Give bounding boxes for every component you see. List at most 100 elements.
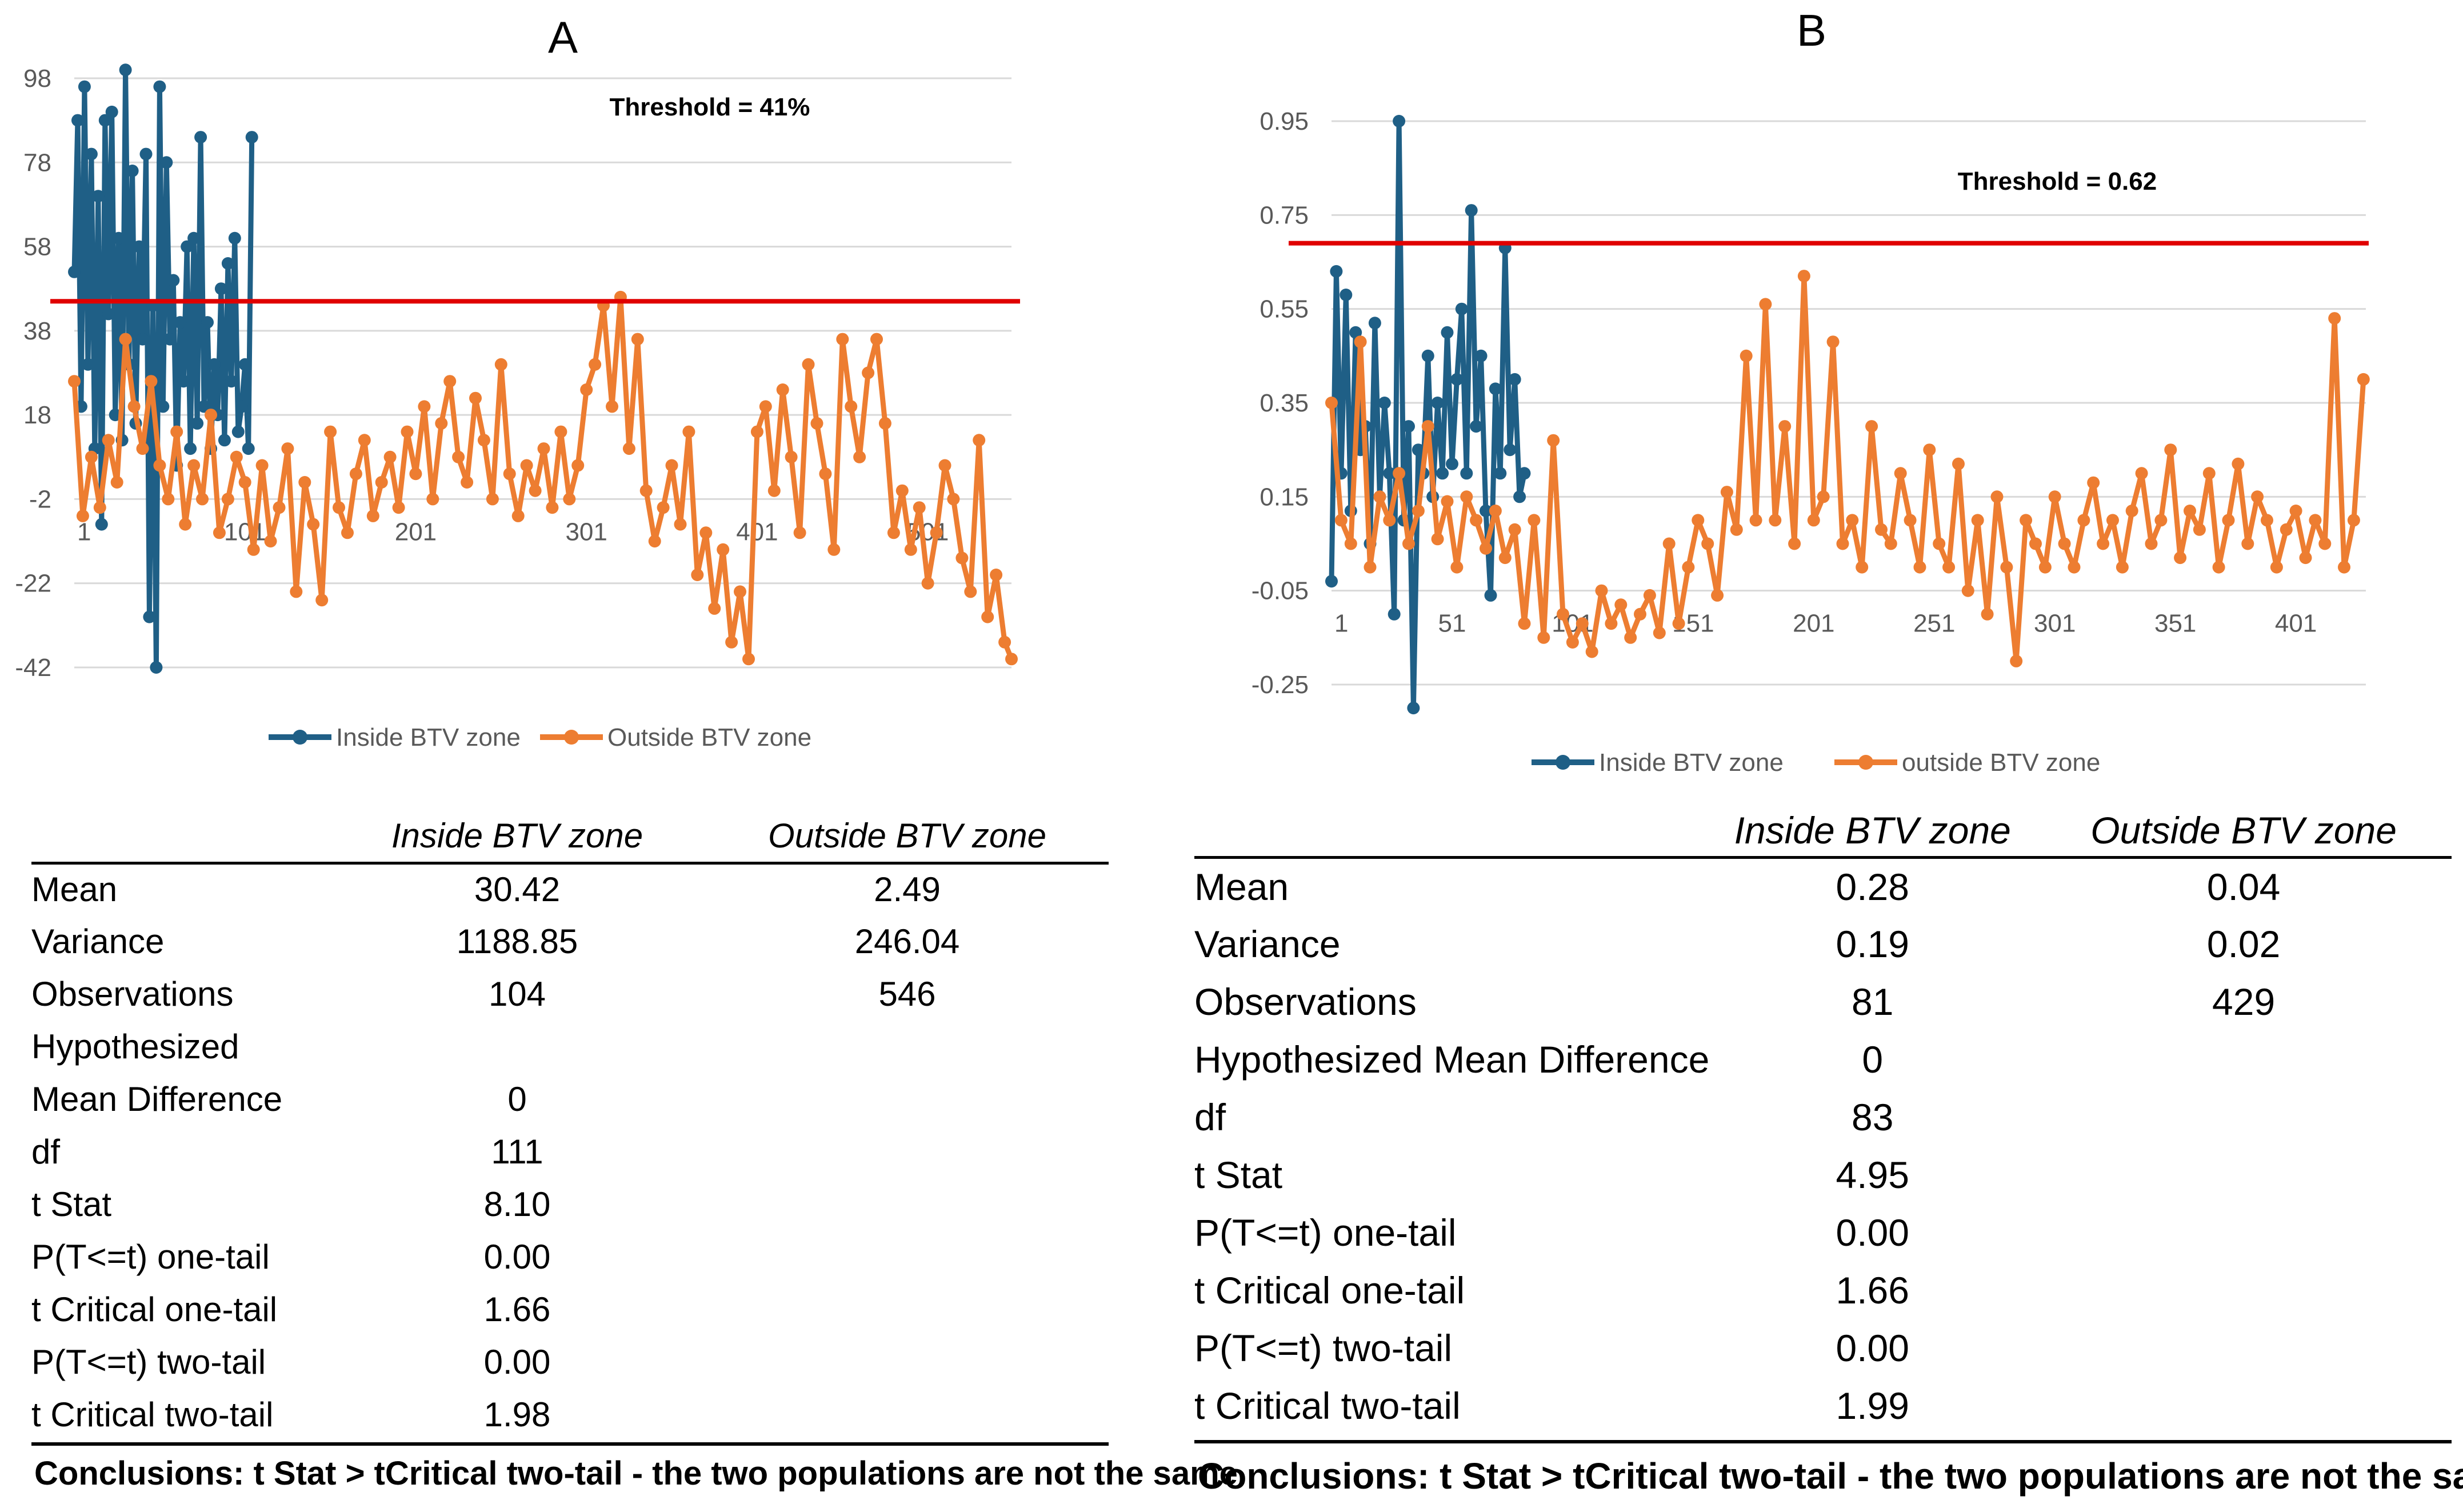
data-point (81, 358, 94, 371)
data-point (85, 450, 98, 463)
data-point (333, 501, 345, 514)
data-point (2087, 476, 2100, 489)
data-point (1431, 397, 1444, 409)
data-point (127, 400, 141, 413)
data-point (426, 493, 439, 506)
data-point (1952, 457, 1965, 470)
data-point (2125, 505, 2138, 517)
data-point (133, 240, 146, 253)
inside-value (329, 1021, 706, 1073)
table-row: Mean 30.42 2.49 (31, 863, 1109, 915)
data-point (181, 240, 194, 253)
data-point (1470, 514, 1483, 527)
inside-value: 0 (507, 1080, 527, 1118)
data-point (315, 594, 329, 607)
data-point (571, 459, 585, 472)
panel-a: A 98 78 58 38 18 -2 -22 -42 1 101 201 301 401 501 Thres… (0, 0, 1238, 1512)
outside-value: 0.02 (2206, 922, 2281, 965)
data-point (767, 484, 781, 497)
data-point (1460, 467, 1473, 480)
row-label: Mean Difference (31, 1080, 283, 1118)
data-point (231, 425, 245, 438)
data-point (143, 610, 156, 623)
x-tick-label: 401 (736, 518, 778, 546)
row-label: df (31, 1133, 61, 1171)
row-label: t Stat (1194, 1153, 1283, 1196)
inside-value: 30.42 (474, 870, 561, 909)
y-tick-label: -22 (15, 570, 51, 598)
legend-swatch-marker (564, 730, 579, 745)
data-point (1480, 505, 1492, 517)
data-point (1373, 490, 1386, 503)
x-tick-label: 201 (1793, 610, 1834, 638)
data-point (853, 450, 866, 463)
data-point (1981, 607, 1994, 621)
data-point (213, 526, 226, 539)
data-point (2106, 514, 2119, 527)
table-row: t Critical two-tail 1.99 (1194, 1377, 2452, 1434)
row-label: Observations (31, 975, 234, 1013)
legend-swatch-marker (1858, 755, 1873, 770)
data-point (264, 535, 277, 548)
data-point (1904, 514, 1917, 527)
conclusion-b: Conclusions: t Stat > tCritical two-tail… (1198, 1455, 2463, 1497)
data-point (1489, 505, 1502, 517)
data-point (1489, 382, 1502, 395)
outside-value (2036, 1030, 2452, 1088)
data-point (1508, 373, 1521, 386)
data-point (1354, 335, 1367, 349)
data-point (1504, 443, 1517, 457)
row-label: Mean (1194, 865, 1289, 908)
data-point (1537, 631, 1550, 644)
data-point (1402, 537, 1415, 550)
data-point (1470, 420, 1483, 433)
legend-swatch-marker (293, 730, 307, 745)
data-point (2154, 514, 2168, 527)
data-point (126, 165, 139, 177)
table-row: t Critical one-tail 1.66 (31, 1283, 1109, 1336)
table-row: t Stat 4.95 (1194, 1146, 2452, 1203)
data-point (139, 147, 153, 161)
data-point (1383, 467, 1396, 480)
data-point (1634, 607, 1646, 621)
data-point (153, 80, 166, 93)
header-inside: Inside BTV zone (1734, 809, 2011, 851)
data-point (2038, 561, 2052, 574)
table-row: P(T<=t) one-tail 0.00 (1194, 1203, 2452, 1261)
data-point (1913, 561, 1926, 574)
data-point (1692, 514, 1705, 527)
panel-b: B 0.95 0.75 0.55 0.35 0.15 -0.05 -0.25 1 51 101 151… (1183, 0, 2463, 1512)
data-point (2347, 514, 2360, 527)
data-point (98, 114, 111, 127)
data-point (998, 635, 1011, 649)
data-point (665, 459, 678, 472)
data-point (208, 358, 221, 371)
data-point (1412, 443, 1425, 457)
legend-label: Inside BTV zone (336, 723, 521, 751)
data-point (2289, 505, 2302, 517)
row-label: Mean (31, 870, 118, 909)
data-point (1836, 537, 1849, 550)
outside-value (706, 1231, 1109, 1283)
data-point (810, 417, 823, 430)
data-point (639, 484, 653, 497)
outside-value: 429 (2212, 980, 2276, 1023)
outside-value (706, 1126, 1109, 1178)
data-point (383, 450, 397, 463)
inside-value: 111 (491, 1133, 543, 1171)
data-point (205, 409, 217, 422)
outside-value (706, 1283, 1109, 1336)
data-point (105, 105, 118, 118)
data-point (136, 442, 149, 455)
data-point (1393, 467, 1406, 480)
data-point (2116, 561, 2129, 574)
inside-value: 104 (488, 975, 546, 1013)
data-point (1460, 490, 1473, 503)
data-point (1436, 467, 1449, 480)
data-point (520, 459, 533, 472)
data-point (401, 425, 414, 438)
data-point (725, 635, 738, 649)
data-point (281, 442, 294, 455)
data-point (91, 190, 105, 203)
x-tick-label: 201 (395, 518, 437, 546)
